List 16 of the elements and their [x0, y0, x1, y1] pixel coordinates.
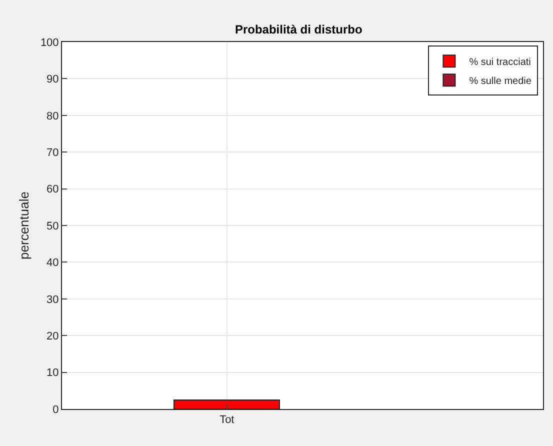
- y-tick-label: 50: [46, 220, 59, 232]
- y-tick-label: 40: [46, 257, 59, 270]
- x-tick-label: Tot: [220, 414, 234, 426]
- y-tick-label: 30: [46, 294, 59, 306]
- y-tick-label: 80: [46, 110, 59, 122]
- y-tick-label: 90: [46, 74, 59, 86]
- y-tick-label: 70: [46, 146, 59, 159]
- legend-label: % sulle medie: [469, 76, 532, 88]
- y-tick-label: 20: [46, 330, 59, 342]
- chart-title: Probabilità di disturbo: [234, 22, 362, 36]
- y-axis-title: percentuale: [16, 192, 32, 260]
- y-tick-label: 100: [40, 36, 59, 49]
- y-tick-label: 10: [46, 367, 59, 380]
- legend-label: % sui tracciati: [469, 57, 531, 68]
- y-tick-label: 0: [52, 404, 59, 416]
- y-tick-label: 60: [46, 184, 59, 196]
